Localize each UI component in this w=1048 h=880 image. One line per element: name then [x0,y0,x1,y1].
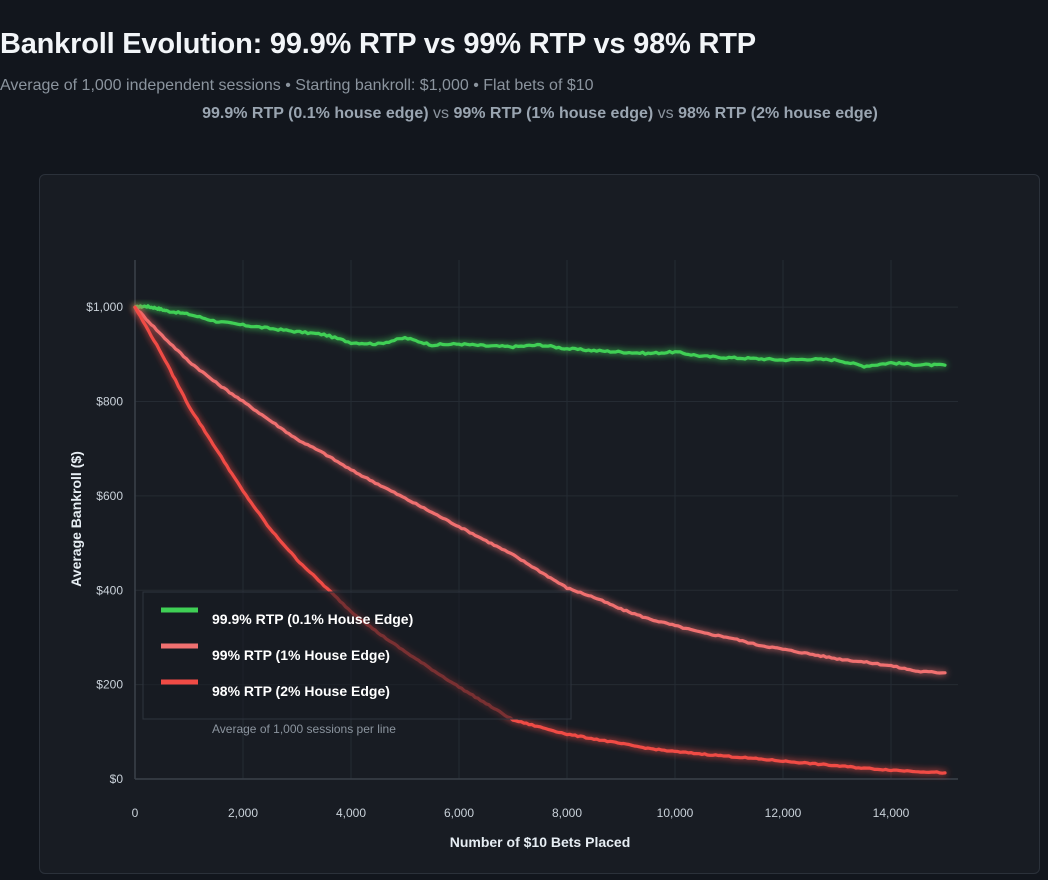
comparison-c: 98% RTP (2% house edge) [678,105,878,122]
y-tick-label: $400 [96,583,123,597]
page-title: Bankroll Evolution: 99.9% RTP vs 99% RTP… [0,28,756,60]
legend-note: Average of 1,000 sessions per line [212,722,396,736]
y-tick-label: $600 [96,489,123,503]
series-line-2 [133,305,947,675]
series-lines [133,304,947,775]
series-line-3 [133,305,947,775]
legend-label-3: 98% RTP (2% House Edge) [212,683,390,699]
x-tick-label: 12,000 [765,806,802,820]
legend-box [142,591,572,720]
x-tick-label: 4,000 [336,806,366,820]
x-tick-label: 0 [132,806,139,820]
legend-label-2: 99% RTP (1% House Edge) [212,647,390,663]
chart-panel [39,174,1040,874]
legend-label-1: 99.9% RTP (0.1% House Edge) [212,611,413,627]
x-tick-label: 14,000 [873,806,910,820]
page-subtitle: Average of 1,000 independent sessions • … [0,77,594,94]
comparison-sep-1: vs [428,105,454,122]
x-tick-label: 2,000 [228,806,258,820]
y-axis-label: Average Bankroll ($) [68,451,84,587]
x-tick-label: 6,000 [444,806,474,820]
comparison-b: 99% RTP (1% house edge) [453,105,654,122]
y-tick-label: $200 [96,678,123,692]
x-tick-label: 10,000 [657,806,694,820]
y-tick-label: $800 [96,395,123,409]
comparison-sep-2: vs [653,105,679,122]
comparison-a: 99.9% RTP (0.1% house edge) [202,105,429,122]
x-tick-label: 8,000 [552,806,582,820]
y-tick-label: $1,000 [86,300,123,314]
x-axis-label: Number of $10 Bets Placed [450,834,631,850]
y-tick-label: $0 [110,772,124,786]
series-line-1 [133,304,947,369]
axes: $0 $200 $400 $600 $800 $1,000 0 2,000 4,000 6,000… [68,260,958,850]
legend: 99.9% RTP (0.1% House Edge) 99% RTP (1% H… [142,591,572,736]
comparison-subtitle: 99.9% RTP (0.1% house edge) vs 99% RTP (… [200,101,880,127]
